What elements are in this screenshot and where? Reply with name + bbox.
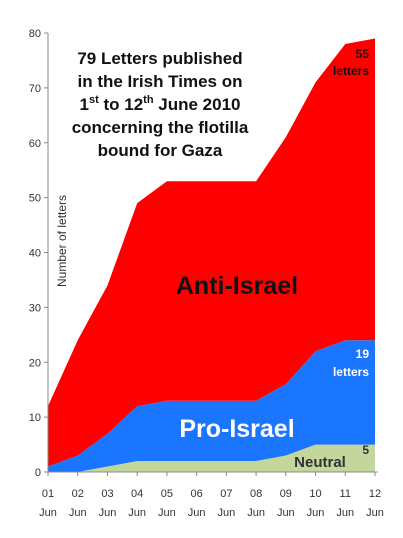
anti-count-label: 55 <box>356 47 370 61</box>
x-tick-labels: 01 Jun 02 Jun 03 Jun 04 Jun 05 Jun 06 Jun 07 Jun 08 Jun… <box>39 472 384 519</box>
x-tick-label-month: Jun <box>247 507 265 519</box>
x-tick-label-month: Jun <box>307 507 325 519</box>
neutral-label: Neutral <box>294 454 346 471</box>
x-tick-label-day: 06 <box>191 488 203 500</box>
x-tick-label-month: Jun <box>217 507 235 519</box>
title-line-1: 79 Letters published <box>77 49 242 68</box>
x-tick-label-month: Jun <box>128 507 146 519</box>
neutral-count-label: 5 <box>362 443 369 457</box>
x-tick-label-month: Jun <box>39 507 57 519</box>
x-tick-label-day: 10 <box>309 488 321 500</box>
title-line-3-sup-2: th <box>143 94 154 106</box>
pro-count-label: 19 <box>356 347 370 361</box>
y-tick-label: 0 <box>35 467 41 479</box>
x-tick-label-month: Jun <box>188 507 206 519</box>
x-tick-label-month: Jun <box>99 507 117 519</box>
pro-unit-label: letters <box>333 365 369 379</box>
x-tick-label-month: Jun <box>158 507 176 519</box>
y-tick-label: 20 <box>29 357 41 369</box>
chart-title: 79 Letters published in the Irish Times … <box>72 49 249 160</box>
x-tick-label-day: 02 <box>72 488 84 500</box>
x-tick-label-day: 09 <box>280 488 292 500</box>
x-tick-label-day: 03 <box>101 488 113 500</box>
area-anti-israel <box>48 38 375 467</box>
y-tick-label: 50 <box>29 193 41 205</box>
y-tick-label: 60 <box>29 138 41 150</box>
area-layers <box>48 38 375 472</box>
y-tick-label: 70 <box>29 83 41 95</box>
x-tick-label-day: 07 <box>220 488 232 500</box>
anti-unit-label: letters <box>333 64 369 78</box>
x-tick-label-day: 08 <box>250 488 262 500</box>
y-tick-label: 40 <box>29 248 41 260</box>
x-tick-label-month: Jun <box>69 507 87 519</box>
x-tick-label-day: 05 <box>161 488 173 500</box>
x-tick-label-month: Jun <box>277 507 295 519</box>
area-pro-israel <box>48 340 375 472</box>
title-line-5: bound for Gaza <box>98 141 223 160</box>
y-axis-label: Number of letters <box>55 195 69 287</box>
y-tick-label: 10 <box>29 412 41 424</box>
x-tick-label-day: 01 <box>42 488 54 500</box>
x-tick-label-day: 04 <box>131 488 143 500</box>
x-tick-label-month: Jun <box>366 507 384 519</box>
y-tick-label: 30 <box>29 302 41 314</box>
title-line-3-sup-1: st <box>89 94 99 106</box>
area-neutral <box>48 444 375 472</box>
pro-israel-label: Pro-Israel <box>179 415 294 443</box>
title-line-3-part-3: June 2010 <box>154 95 241 114</box>
title-line-3-part-2: to 12 <box>99 95 143 114</box>
anti-israel-label: Anti-Israel <box>176 272 298 300</box>
x-tick-label-day: 12 <box>369 488 381 500</box>
y-tick-labels: 0 10 20 30 40 50 60 70 80 <box>29 28 48 479</box>
title-line-4: concerning the flotilla <box>72 118 249 137</box>
y-tick-label: 80 <box>29 28 41 40</box>
title-line-3: 1st to 12th June 2010 <box>80 94 241 114</box>
title-line-3-part-1: 1 <box>80 95 89 114</box>
x-tick-label-day: 11 <box>340 488 351 500</box>
title-line-2: in the Irish Times on <box>78 72 243 91</box>
x-tick-label-month: Jun <box>336 507 354 519</box>
